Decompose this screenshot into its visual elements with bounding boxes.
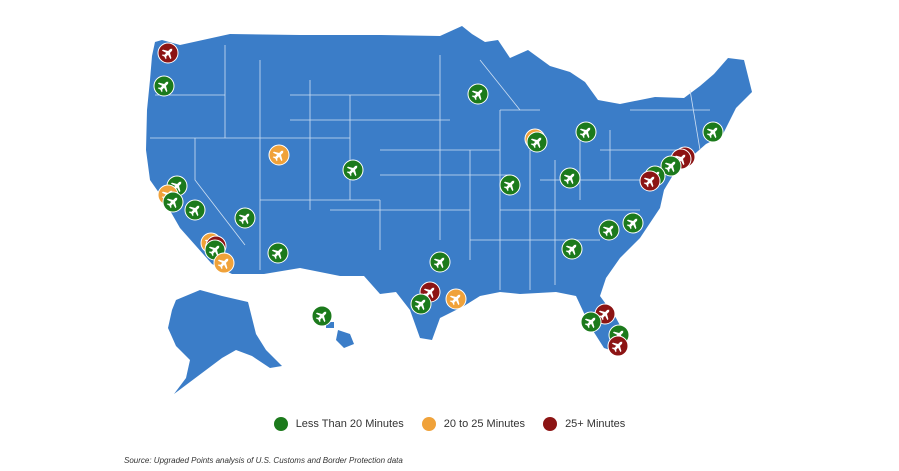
state-borders (150, 45, 710, 290)
airport-marker (580, 311, 602, 333)
airport-marker (660, 155, 682, 177)
airplane-icon (664, 161, 676, 173)
airplane-icon (414, 299, 426, 311)
airport-marker (311, 305, 333, 327)
airport-marker (429, 251, 451, 273)
airport-marker (575, 121, 597, 143)
airport-marker (561, 238, 583, 260)
airplane-icon (188, 205, 200, 217)
hawaii-big-island (336, 330, 354, 348)
airport-marker (622, 212, 644, 234)
airport-markers (153, 42, 724, 357)
airport-marker (410, 293, 432, 315)
airplane-icon (503, 180, 515, 192)
airplane-icon (166, 197, 178, 209)
source-note: Source: Upgraded Points analysis of U.S.… (124, 456, 403, 465)
legend-swatch-25-plus (543, 417, 558, 431)
airport-marker (267, 242, 289, 264)
airplane-icon (272, 150, 284, 162)
legend-item-20-to-25: 20 to 25 Minutes (421, 417, 526, 431)
airplane-icon (602, 225, 614, 237)
legend-swatch-20-to-25 (421, 417, 436, 431)
airport-marker (598, 219, 620, 241)
airport-marker (268, 144, 290, 166)
legend: Less Than 20 Minutes 20 to 25 Minutes 25… (0, 414, 899, 434)
airport-marker (607, 335, 629, 357)
legend-swatch-less-than-20 (273, 417, 288, 431)
airplane-icon (208, 245, 220, 257)
airplane-icon (346, 165, 358, 177)
airplane-icon (433, 257, 445, 269)
airport-marker (499, 174, 521, 196)
airplane-icon (161, 48, 173, 60)
airplane-icon (598, 309, 610, 321)
airplane-icon (584, 317, 596, 329)
legend-item-25-plus: 25+ Minutes (543, 417, 625, 431)
airport-marker (342, 159, 364, 181)
alaska (168, 290, 282, 394)
airplane-icon (217, 258, 229, 270)
airplane-icon (449, 294, 461, 306)
airplane-icon (271, 248, 283, 260)
legend-label-25-plus: 25+ Minutes (565, 418, 626, 430)
airplane-icon (530, 137, 542, 149)
airplane-icon (611, 341, 623, 353)
airport-marker (639, 170, 661, 192)
land-layer (146, 26, 752, 394)
airplane-icon (471, 89, 483, 101)
airport-marker (153, 75, 175, 97)
airport-marker (213, 252, 235, 274)
legend-label-20-to-25: 20 to 25 Minutes (443, 418, 526, 430)
airport-marker (702, 121, 724, 143)
airplane-icon (315, 311, 327, 323)
airplane-icon (157, 81, 169, 93)
airplane-icon (626, 218, 638, 230)
legend-label-less-than-20: Less Than 20 Minutes (295, 418, 404, 430)
airplane-icon (706, 127, 718, 139)
airport-marker (162, 191, 184, 213)
contiguous-us (146, 26, 752, 354)
airplane-icon (579, 127, 591, 139)
airport-marker (157, 42, 179, 64)
legend-item-less-than-20: Less Than 20 Minutes (273, 417, 404, 431)
airport-marker (184, 199, 206, 221)
airport-marker (526, 131, 548, 153)
airplane-icon (565, 244, 577, 256)
airport-marker (467, 83, 489, 105)
airplane-icon (238, 213, 250, 225)
airport-marker (234, 207, 256, 229)
airport-marker (559, 167, 581, 189)
airplane-icon (643, 176, 655, 188)
airplane-icon (563, 173, 575, 185)
airport-marker (445, 288, 467, 310)
